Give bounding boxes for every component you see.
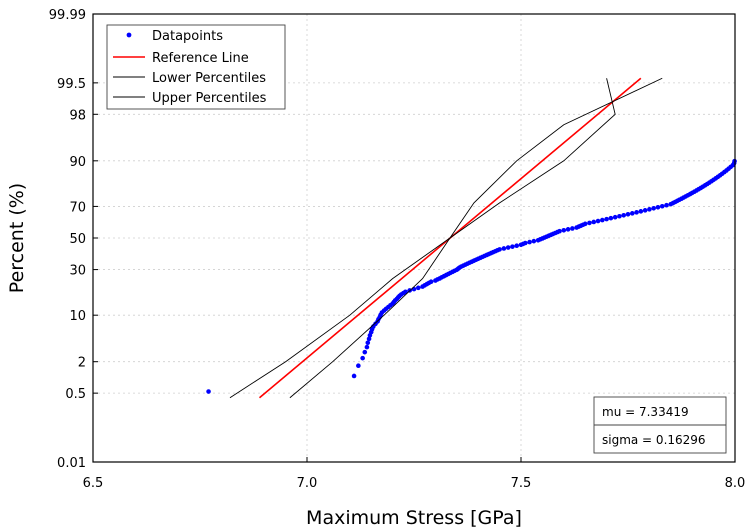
data-point xyxy=(364,344,370,350)
data-point xyxy=(360,355,365,361)
data-point xyxy=(651,206,656,211)
data-point xyxy=(655,204,661,210)
data-point xyxy=(659,203,665,209)
data-point xyxy=(561,227,567,233)
data-point xyxy=(411,286,417,292)
data-point xyxy=(587,220,592,226)
y-tick-label: 70 xyxy=(69,200,86,215)
data-point xyxy=(664,202,669,208)
legend-label-reference: Reference Line xyxy=(152,51,249,66)
stats-mu: mu = 7.33419 xyxy=(602,405,689,419)
legend: Datapoints Reference Line Lower Percenti… xyxy=(106,24,286,110)
data-point xyxy=(625,212,631,217)
data-point xyxy=(356,363,361,368)
data-point xyxy=(638,209,644,214)
y-tick-label: 2 xyxy=(78,356,86,371)
y-tick-label: 50 xyxy=(69,232,86,247)
data-point xyxy=(510,244,515,249)
y-axis-ticks: 0.01 0.5 2 10 30 50 70 90 98 99.5 99.99 xyxy=(49,8,98,471)
data-point xyxy=(621,212,627,218)
x-tick-label: 6.5 xyxy=(83,476,104,491)
y-axis-label: Percent (%) xyxy=(6,183,28,293)
data-point xyxy=(501,246,507,251)
y-tick-label: 0.5 xyxy=(65,387,86,402)
upper-percentile-line xyxy=(289,77,663,399)
y-tick-label: 0.01 xyxy=(57,456,86,471)
data-point xyxy=(591,219,597,225)
data-point xyxy=(527,239,532,245)
data-point xyxy=(351,373,357,379)
stats-sigma: sigma = 0.16296 xyxy=(602,433,706,447)
y-tick-label: 30 xyxy=(69,264,86,279)
x-axis-ticks: 6.5 7.0 7.5 8.0 xyxy=(83,457,746,491)
x-tick-label: 7.0 xyxy=(297,476,318,491)
y-tick-label: 99.5 xyxy=(57,77,86,92)
data-point xyxy=(604,216,609,222)
data-point xyxy=(629,211,635,216)
y-tick-label: 10 xyxy=(69,309,86,324)
data-point xyxy=(647,207,652,212)
x-tick-label: 7.5 xyxy=(511,476,532,491)
data-point xyxy=(595,218,601,224)
data-point xyxy=(570,226,575,231)
data-point xyxy=(642,208,648,213)
data-point xyxy=(403,289,408,295)
data-point xyxy=(206,389,211,394)
data-point xyxy=(600,217,605,223)
data-point xyxy=(582,221,588,227)
data-point xyxy=(557,228,562,234)
data-point xyxy=(365,340,371,346)
data-point xyxy=(362,349,368,355)
data-point xyxy=(497,247,502,252)
data-point xyxy=(428,279,434,285)
data-point xyxy=(415,285,421,291)
legend-marker-datapoints xyxy=(126,32,132,38)
x-tick-label: 8.0 xyxy=(725,476,746,491)
data-point xyxy=(565,227,571,232)
y-tick-label: 99.99 xyxy=(49,8,86,23)
data-point xyxy=(634,210,639,215)
y-tick-label: 90 xyxy=(69,155,86,170)
stats-box: mu = 7.33419 sigma = 0.16296 xyxy=(593,396,727,454)
data-point xyxy=(514,243,520,249)
data-point xyxy=(531,238,537,244)
data-point xyxy=(505,245,511,250)
x-axis-label: Maximum Stress [GPa] xyxy=(306,507,522,529)
data-point xyxy=(612,214,618,220)
legend-box xyxy=(106,24,286,110)
legend-label-lower: Lower Percentiles xyxy=(152,71,266,86)
data-point xyxy=(617,213,622,219)
data-point xyxy=(522,240,528,246)
series-layer xyxy=(206,77,737,399)
legend-label-upper: Upper Percentiles xyxy=(152,91,267,106)
legend-label-datapoints: Datapoints xyxy=(152,29,223,44)
y-tick-label: 98 xyxy=(69,108,86,123)
data-point xyxy=(608,215,614,221)
data-point xyxy=(366,336,372,342)
